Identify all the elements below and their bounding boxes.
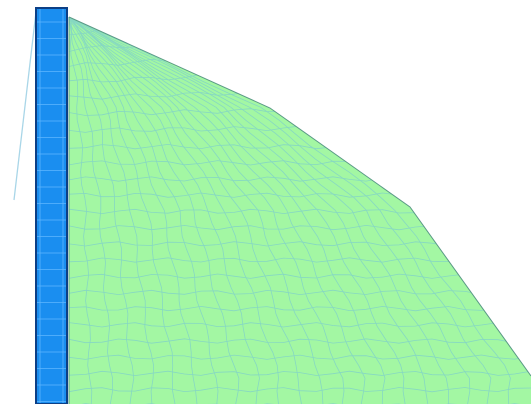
mesh-row-line xyxy=(69,273,531,279)
column-outline xyxy=(35,7,68,404)
mesh-region-boundary xyxy=(68,16,531,404)
mesh-column-line xyxy=(70,17,113,404)
structural-column xyxy=(35,7,68,404)
mesh-column-line xyxy=(69,17,135,404)
mesh-row-line xyxy=(69,17,531,36)
mesh-row-line xyxy=(69,354,531,360)
column-body xyxy=(36,8,67,404)
mesh-column-line xyxy=(69,17,406,404)
mesh-column-line xyxy=(69,17,240,404)
mesh-column-line xyxy=(70,17,219,404)
guide-line xyxy=(13,11,37,201)
mesh-row-line xyxy=(69,19,531,52)
mesh-column-line xyxy=(69,17,366,404)
mesh-column-line xyxy=(69,17,260,404)
mesh-column-line xyxy=(69,17,386,404)
guide-line-group xyxy=(13,11,37,201)
mesh-row-line xyxy=(69,289,531,296)
mesh-column-line xyxy=(69,17,511,404)
mesh-row-line xyxy=(69,305,531,312)
mesh-column-line xyxy=(70,17,471,404)
mesh-row-line xyxy=(69,338,531,344)
mesh-column-line xyxy=(69,17,302,404)
mesh-column-line xyxy=(70,17,449,404)
mesh-column-line xyxy=(69,17,155,404)
mesh-row-line xyxy=(69,370,531,377)
column-grid-lines xyxy=(36,8,67,404)
mesh-column-line xyxy=(70,17,93,404)
mesh-region-fill xyxy=(69,17,531,404)
mesh-column-line xyxy=(69,17,176,404)
mesh-column-line xyxy=(69,17,198,404)
mesh-row-line xyxy=(69,386,531,393)
mesh-region xyxy=(68,16,531,404)
mesh-column-line xyxy=(69,17,324,404)
mesh-row-line xyxy=(69,322,531,328)
mesh-column-line xyxy=(69,17,279,404)
mesh-column-line xyxy=(69,17,429,404)
mesh-column-line xyxy=(70,17,345,404)
mesh-column-line xyxy=(69,17,492,404)
